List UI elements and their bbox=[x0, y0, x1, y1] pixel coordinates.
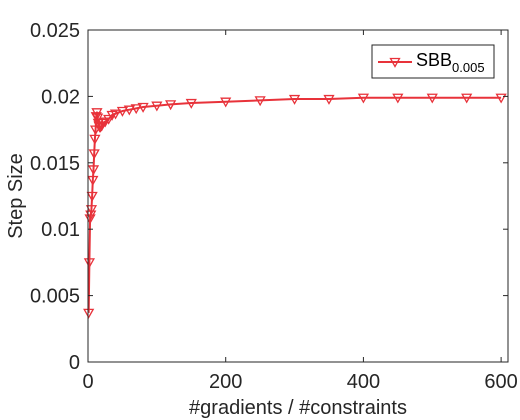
y-tick-label: 0.01 bbox=[41, 219, 80, 241]
data-point-marker bbox=[83, 258, 95, 269]
y-tick-label: 0.015 bbox=[30, 153, 80, 175]
x-tick-label: 200 bbox=[209, 371, 242, 393]
data-point-marker bbox=[116, 106, 129, 117]
data-point-marker bbox=[185, 98, 197, 109]
y-tick-label: 0.005 bbox=[30, 286, 80, 308]
data-point-marker bbox=[89, 125, 102, 136]
data-point-marker bbox=[92, 113, 104, 124]
axes-box bbox=[87, 29, 509, 363]
data-point-marker bbox=[86, 191, 98, 202]
data-point-marker bbox=[461, 93, 473, 104]
y-tick-label: 0.025 bbox=[30, 20, 80, 42]
y-tick-label: 0 bbox=[69, 352, 80, 374]
legend-label-subscript: 0.005 bbox=[452, 60, 485, 75]
data-point-marker bbox=[151, 101, 163, 112]
data-point-marker bbox=[97, 118, 109, 129]
data-point-marker bbox=[220, 97, 232, 108]
ticks-layer: 0 200 400 600 0 0.005 0.01 0.015 0.02 0.025 bbox=[30, 20, 518, 393]
data-point-marker bbox=[109, 109, 122, 120]
data-point-marker bbox=[392, 93, 404, 104]
data-point-marker bbox=[91, 108, 103, 119]
data-point-marker bbox=[103, 114, 115, 125]
data-point-marker bbox=[165, 100, 177, 111]
data-point-marker bbox=[254, 96, 266, 107]
data-point-marker bbox=[357, 93, 370, 104]
data-point-marker bbox=[495, 93, 507, 104]
data-point-marker bbox=[137, 102, 149, 113]
series-layer bbox=[83, 93, 507, 319]
legend-label: SBB0.005 bbox=[416, 50, 485, 75]
data-point-marker bbox=[88, 149, 100, 160]
legend: SBB0.005 bbox=[371, 44, 495, 79]
data-point-marker bbox=[130, 104, 142, 115]
data-point-marker bbox=[426, 93, 438, 104]
x-axis-title: #gradients / #constraints bbox=[189, 397, 407, 419]
data-point-marker bbox=[123, 105, 135, 116]
data-point-marker bbox=[83, 308, 95, 319]
y-axis-title: Step Size bbox=[5, 153, 27, 239]
x-tick-label: 400 bbox=[347, 371, 380, 393]
data-point-marker bbox=[89, 134, 101, 145]
data-point-marker bbox=[87, 175, 99, 186]
data-point-marker bbox=[85, 205, 98, 216]
plot-area bbox=[88, 30, 508, 362]
legend-label-name: SBB bbox=[416, 50, 452, 70]
legend-marker-triangle-icon bbox=[389, 57, 401, 68]
data-point-marker bbox=[87, 165, 100, 176]
axes-layer bbox=[87, 29, 509, 363]
data-point-marker bbox=[288, 94, 301, 105]
x-tick-label: 0 bbox=[82, 371, 93, 393]
data-point-marker bbox=[323, 94, 335, 105]
data-point-marker bbox=[85, 210, 97, 221]
x-tick-label: 600 bbox=[484, 371, 517, 393]
y-tick-label: 0.02 bbox=[41, 86, 80, 108]
